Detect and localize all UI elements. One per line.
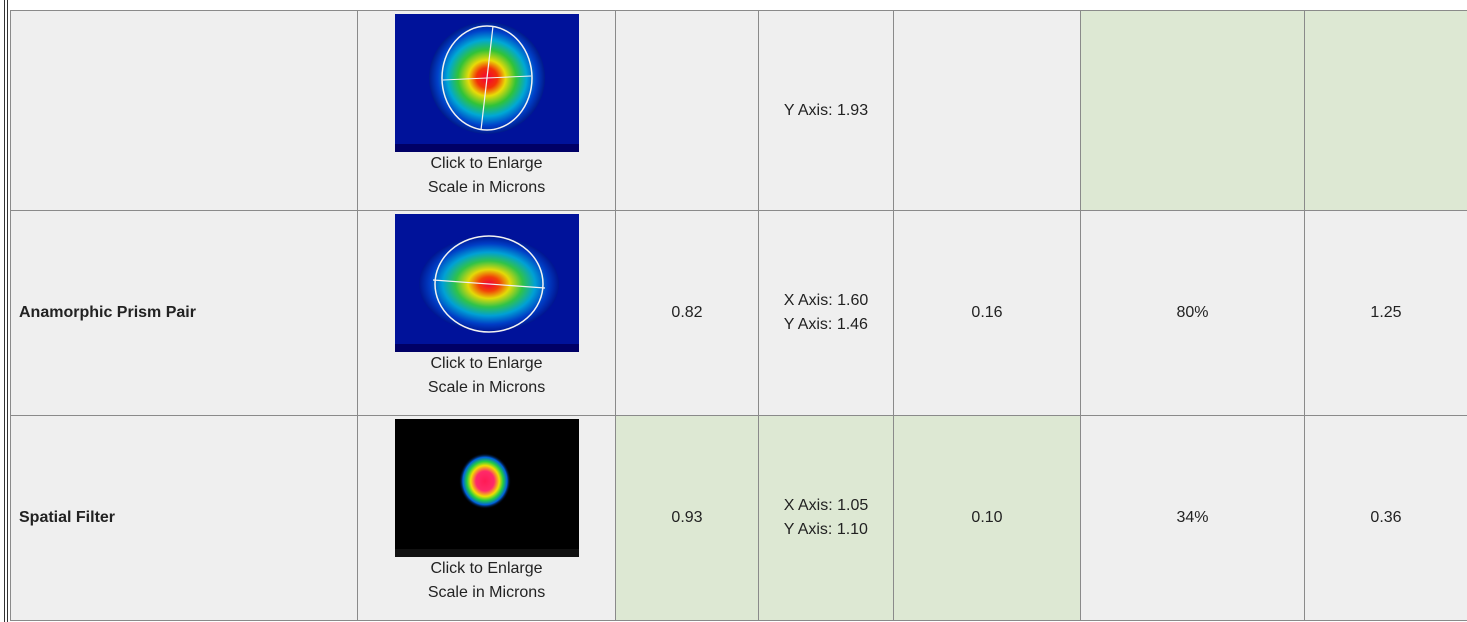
thumbnail-cell: Click to Enlarge Scale in Microns	[357, 10, 616, 211]
value-cell: 0.16	[893, 210, 1081, 416]
value-cell: 34%	[1080, 415, 1305, 621]
axis-cell: X Axis: 1.05 Y Axis: 1.10	[758, 415, 894, 621]
thumbnail-cell: Click to Enlarge Scale in Microns	[357, 210, 616, 416]
value-cell	[893, 10, 1081, 211]
page-left-rule-inner	[7, 0, 8, 622]
axis-value: X Axis: 1.60	[783, 292, 869, 309]
thumbnail-cell: Click to Enlarge Scale in Microns	[357, 415, 616, 621]
value-cell: 1.25	[1304, 210, 1467, 416]
scale-label: Scale in Microns	[427, 179, 546, 196]
axis-value: Y Axis: 1.10	[783, 521, 868, 538]
value-cell: 80%	[1080, 210, 1305, 416]
highlight-cell	[1304, 10, 1467, 211]
axis-value: X Axis: 1.05	[783, 497, 869, 514]
click-to-enlarge-label[interactable]: Click to Enlarge	[430, 355, 543, 372]
beam-profile-thumbnail-icon[interactable]	[394, 14, 579, 152]
beam-profile-thumbnail-icon[interactable]	[394, 419, 579, 557]
highlight-cell	[1080, 10, 1305, 211]
row-name-cell: Anamorphic Prism Pair	[10, 210, 358, 416]
row-name-cell: Spatial Filter	[10, 415, 358, 621]
table-row: Spatial Filter	[10, 415, 1467, 621]
page-left-rule	[4, 0, 5, 622]
highlight-cell: 0.10	[893, 415, 1081, 621]
value-cell: 0.82	[615, 210, 759, 416]
click-to-enlarge-label[interactable]: Click to Enlarge	[430, 560, 543, 577]
axis-cell: X Axis: 1.60 Y Axis: 1.46	[758, 210, 894, 416]
row-name-cell	[10, 10, 358, 211]
scale-label: Scale in Microns	[427, 584, 546, 601]
beam-profile-table: Click to Enlarge Scale in Microns Y Axis…	[10, 10, 1467, 621]
table-row: Anamorphic Prism Pair	[10, 210, 1467, 416]
axis-cell: Y Axis: 1.93	[758, 10, 894, 211]
value-cell	[615, 10, 759, 211]
highlight-cell: 0.93	[615, 415, 759, 621]
table-row: Click to Enlarge Scale in Microns Y Axis…	[10, 10, 1467, 211]
axis-value: Y Axis: 1.93	[783, 101, 869, 119]
scale-label: Scale in Microns	[427, 379, 546, 396]
axis-value: Y Axis: 1.46	[783, 316, 868, 333]
beam-profile-thumbnail-icon[interactable]	[394, 214, 579, 352]
click-to-enlarge-label[interactable]: Click to Enlarge	[430, 155, 543, 172]
value-cell: 0.36	[1304, 415, 1467, 621]
